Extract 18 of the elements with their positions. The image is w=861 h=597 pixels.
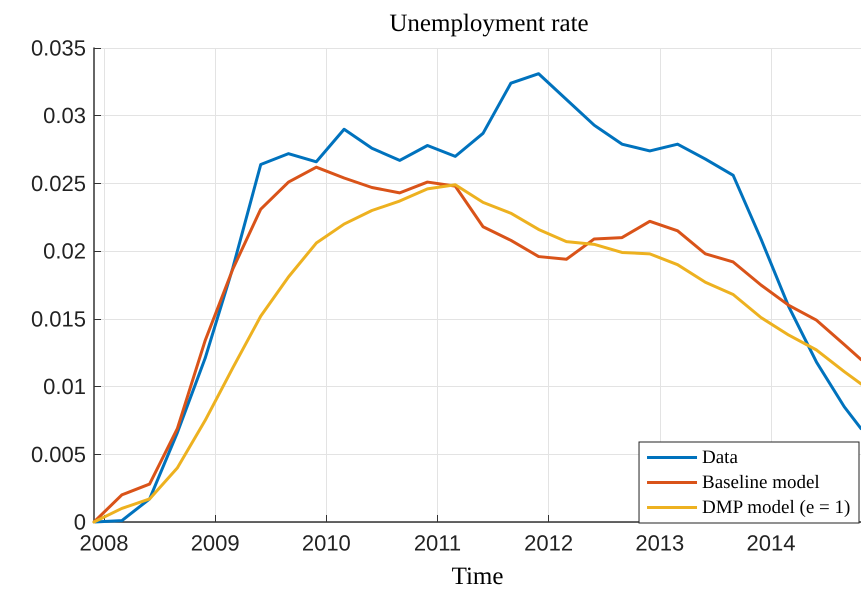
y-tick-label: 0.02 (43, 238, 86, 264)
legend-label: Baseline model (702, 472, 820, 493)
y-tick-label: 0.015 (30, 306, 86, 332)
x-tick-label: 2013 (635, 530, 684, 556)
x-axis-title: Time (452, 563, 504, 590)
y-tick-label: 0.025 (30, 170, 86, 196)
x-tick-label: 2011 (414, 530, 462, 556)
x-tick-label: 2012 (524, 530, 574, 556)
legend-label: Data (702, 447, 738, 468)
x-tick-label: 2009 (190, 530, 240, 556)
y-tick-label: 0.005 (30, 442, 86, 467)
legend-label: DMP model (e = 1) (702, 497, 850, 518)
y-tick-label: 0.03 (43, 103, 86, 128)
y-tick-label: 0.035 (30, 36, 86, 60)
chart-title: Unemployment rate (389, 10, 589, 37)
x-tick-label: 2014 (746, 530, 796, 556)
y-tick-label: 0.01 (43, 374, 86, 400)
x-tick-label: 2010 (302, 530, 351, 556)
